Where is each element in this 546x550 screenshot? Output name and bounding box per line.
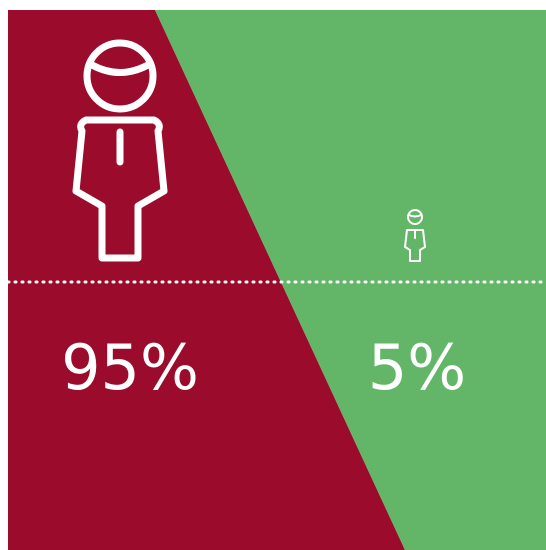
person-icon-large xyxy=(72,39,168,262)
percent-label-95: 95% xyxy=(61,331,199,404)
segment-95-percent xyxy=(8,10,405,550)
segment-5-percent xyxy=(155,10,546,550)
percent-label-5: 5% xyxy=(368,331,466,404)
person-icon-small xyxy=(404,209,426,262)
